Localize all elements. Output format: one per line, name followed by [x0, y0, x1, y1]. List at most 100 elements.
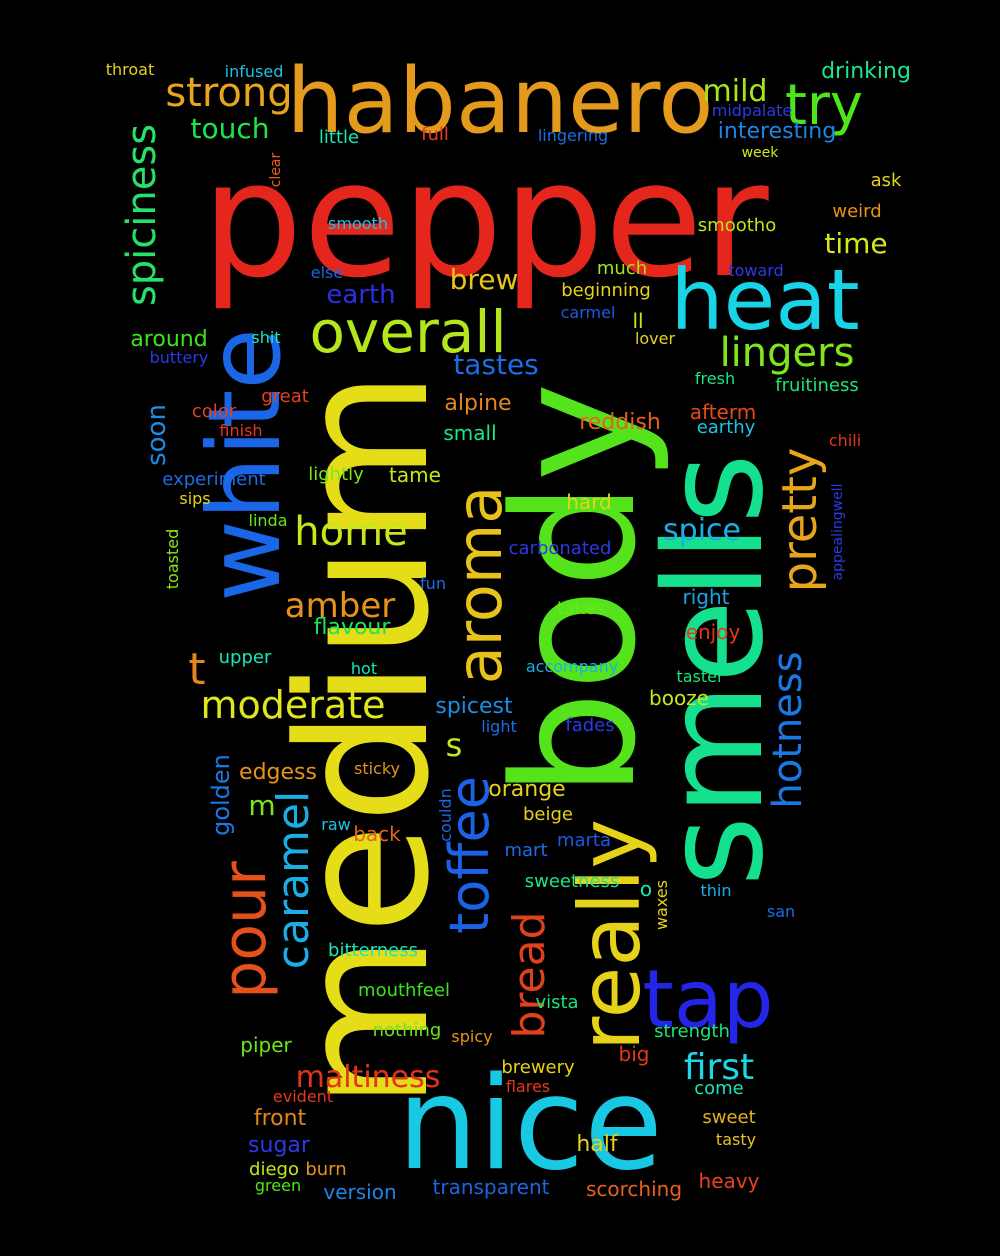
word-taster: taster: [676, 667, 724, 686]
word-beige: beige: [522, 804, 574, 825]
word-drinking: drinking: [821, 59, 911, 84]
word-raw: raw: [321, 815, 351, 834]
word-interesting: interesting: [717, 119, 837, 144]
word-green: green: [254, 1176, 302, 1195]
word-around: around: [130, 327, 208, 352]
word-carbonated: carbonated: [508, 538, 612, 559]
word-spicest: spicest: [435, 694, 513, 719]
word-vista: vista: [535, 992, 579, 1013]
word-spiciness: spiciness: [119, 123, 165, 307]
word-o: o: [639, 877, 653, 901]
word-lingers: lingers: [719, 330, 855, 376]
word-bread: bread: [504, 911, 555, 1039]
word-finish: finish: [219, 421, 263, 440]
word-small: small: [443, 421, 497, 445]
word-hotness: hotness: [765, 651, 811, 809]
word-time: time: [824, 227, 888, 260]
word-really: really: [561, 818, 659, 1052]
word-habanero: habanero: [286, 49, 714, 154]
word-sips: sips: [179, 489, 211, 508]
word-evident: evident: [272, 1087, 334, 1106]
word-first: first: [683, 1047, 755, 1088]
word-throat: throat: [105, 60, 155, 79]
word-shit: shit: [251, 328, 281, 347]
word-thin: thin: [700, 881, 732, 900]
word-ll: ll: [632, 309, 644, 333]
word-transparent: transparent: [432, 1175, 550, 1199]
word-pour: pour: [210, 861, 280, 999]
word-spice: spice: [663, 513, 741, 548]
word-s: s: [445, 726, 463, 764]
word-lingering: lingering: [537, 126, 609, 145]
word-hot: hot: [350, 659, 378, 678]
word-brew: brew: [449, 263, 519, 296]
word-scorching: scorching: [585, 1177, 683, 1201]
word-week: week: [741, 145, 779, 161]
word-mart: mart: [504, 840, 548, 861]
word-burn: burn: [305, 1159, 347, 1180]
word-overall: overall: [309, 298, 507, 366]
word-experiment: experiment: [162, 469, 266, 490]
word-waxes: waxes: [652, 879, 671, 931]
word-buttery: buttery: [149, 348, 209, 367]
word-diego: diego: [249, 1159, 299, 1180]
word-earth: earth: [326, 280, 396, 310]
word-alpine: alpine: [444, 391, 512, 416]
word-san: san: [766, 902, 796, 921]
word-sweet: sweet: [702, 1107, 756, 1128]
word-nice: nice: [397, 1050, 663, 1199]
word-chili: chili: [828, 431, 862, 450]
word-mild: mild: [702, 74, 768, 109]
word-soon: soon: [142, 404, 172, 466]
word-takes: takes: [556, 598, 606, 619]
word-fades: fades: [565, 715, 615, 736]
word-infused: infused: [224, 62, 284, 81]
word-big: big: [618, 1042, 650, 1066]
word-maltiness: maltiness: [295, 1060, 441, 1095]
word-linda: linda: [248, 511, 288, 530]
word-appealingwell: appealingwell: [830, 483, 846, 581]
word-right: right: [682, 585, 730, 609]
word-color: color: [191, 401, 237, 422]
word-clear: clear: [268, 152, 284, 188]
word-piper: piper: [240, 1033, 292, 1057]
word-tap: tap: [642, 953, 774, 1046]
word-fun: fun: [420, 574, 446, 593]
word-booze: booze: [649, 686, 709, 710]
word-little: little: [318, 127, 360, 148]
word-version: version: [323, 1180, 397, 1204]
word-lightly: lightly: [308, 464, 364, 485]
word-home: home: [294, 509, 408, 555]
word-nothing: nothing: [372, 1020, 442, 1041]
word-come: come: [694, 1078, 744, 1099]
word-lover: lover: [634, 329, 676, 348]
word-t: t: [188, 644, 206, 695]
word-afterm: afterm: [689, 400, 757, 424]
word-tastes: tastes: [453, 348, 539, 381]
word-strong: strong: [165, 70, 293, 116]
word-upper: upper: [218, 647, 272, 668]
word-heat: heat: [670, 251, 860, 349]
word-carmel: carmel: [560, 303, 616, 322]
word-beginning: beginning: [561, 280, 651, 301]
word-enjoy: enjoy: [685, 620, 741, 644]
word-flares: flares: [505, 1077, 551, 1096]
word-weird: weird: [832, 201, 882, 222]
word-sweetness: sweetness: [524, 871, 620, 892]
word-brewery: brewery: [501, 1057, 575, 1078]
word-moderate: moderate: [200, 683, 386, 727]
word-golden: golden: [207, 754, 235, 836]
word-marta: marta: [556, 830, 612, 851]
word-earthy: earthy: [696, 417, 756, 438]
word-couldn: couldn: [436, 788, 455, 842]
word-reddish: reddish: [579, 410, 661, 435]
word-fresh: fresh: [694, 369, 736, 388]
word-smooth: smooth: [328, 214, 388, 233]
word-edgess: edgess: [239, 760, 317, 785]
word-mouthfeel: mouthfeel: [358, 980, 450, 1001]
word-touch: touch: [190, 112, 270, 145]
word-flavour: flavour: [313, 615, 391, 640]
word-great: great: [261, 386, 309, 407]
word-accompany: accompany: [525, 657, 619, 676]
